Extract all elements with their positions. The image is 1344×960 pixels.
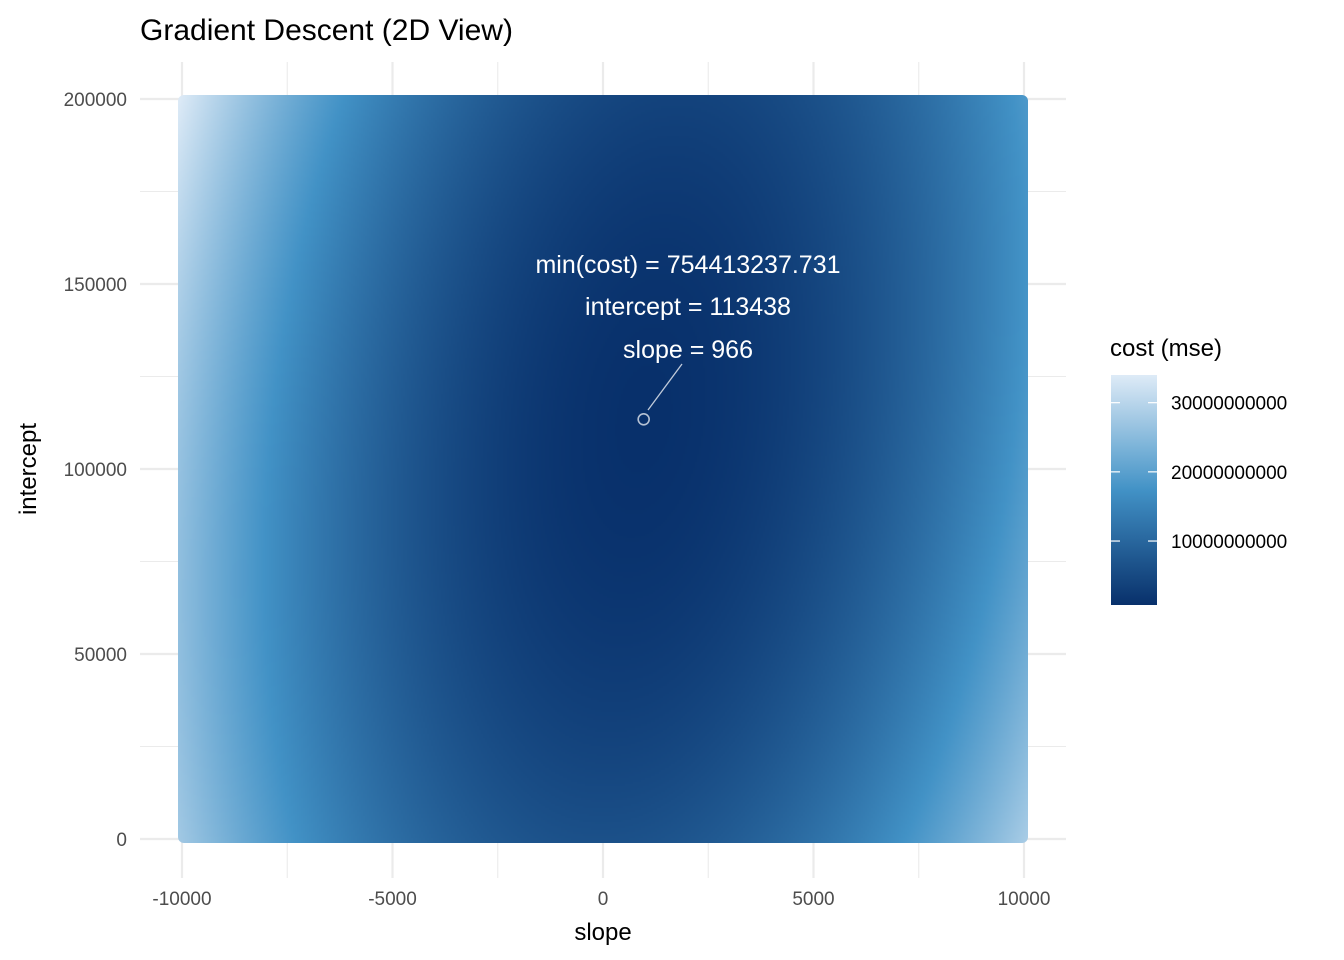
x-tick-label: 10000 [998,889,1051,910]
y-tick-label: 200000 [64,90,127,111]
x-tick-label: 0 [598,889,609,910]
annotation-intercept: intercept = 113438 [585,293,791,321]
legend-tick-label: 30000000000 [1171,394,1287,415]
colorbar-legend: cost (mse) 10000000000 20000000000 3000000… [1110,335,1287,605]
legend-ticks: 10000000000 20000000000 30000000000 [1111,394,1287,553]
x-tick-label: -10000 [152,889,211,910]
y-axis-title: intercept [15,423,42,515]
x-tick-label: 5000 [792,889,834,910]
legend-tick-label: 10000000000 [1171,532,1287,553]
annotation-leader-line [647,363,683,411]
y-tick-label: 150000 [64,275,127,296]
heatmap-surface [178,95,1028,843]
y-axis-ticks: 0 50000 100000 150000 200000 [64,90,127,851]
legend-tick-label: 20000000000 [1171,463,1287,484]
legend-title: cost (mse) [1110,335,1222,362]
chart-title: Gradient Descent (2D View) [140,14,513,47]
x-axis-ticks: -10000 -5000 0 5000 10000 [152,889,1050,910]
y-tick-label: 100000 [64,460,127,481]
x-tick-label: -5000 [368,889,417,910]
legend-colorbar [1111,375,1157,605]
x-axis-title: slope [574,919,631,946]
annotation-slope: slope = 966 [623,336,753,364]
y-tick-label: 0 [116,830,127,851]
heatmap-image [178,95,1028,843]
y-tick-label: 50000 [74,645,127,666]
annotation-min-cost: min(cost) = 754413237.731 [535,251,840,279]
minimum-point-marker [637,412,650,426]
